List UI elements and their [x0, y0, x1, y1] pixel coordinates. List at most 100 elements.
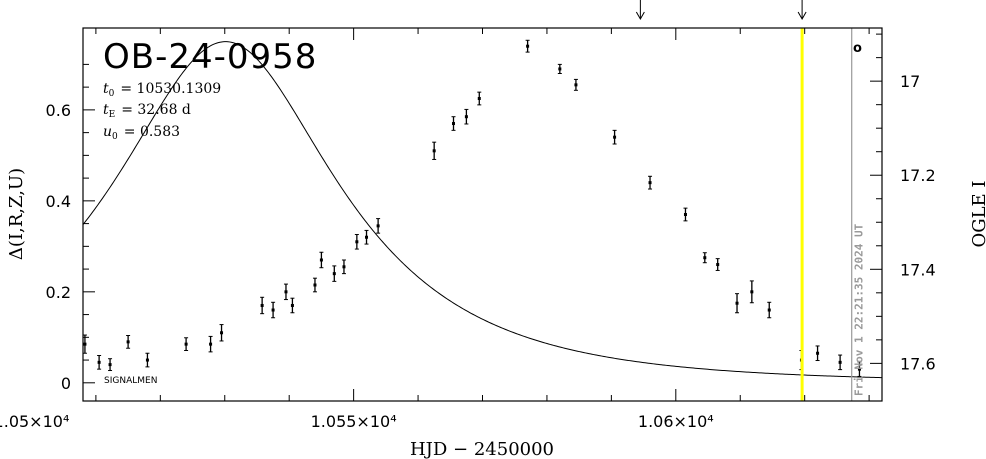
point-marker	[750, 290, 754, 294]
y-left-tick-label: 0.4	[46, 192, 71, 211]
point-marker	[290, 303, 294, 307]
markers-layer: Fri Nov 1 22:21:35 2024 UT	[635, 0, 866, 401]
point-marker	[613, 135, 617, 139]
y-axis-right-title: OGLE I	[969, 180, 986, 247]
point-marker	[558, 67, 562, 71]
point-marker	[767, 308, 771, 312]
point-marker	[452, 122, 456, 126]
data-point	[683, 207, 688, 222]
point-marker	[432, 149, 436, 153]
param-te-sub: E	[109, 110, 116, 120]
data-point	[354, 234, 359, 250]
data-point	[838, 354, 843, 371]
point-marker	[184, 342, 188, 346]
point-marker	[716, 263, 720, 267]
param-te-value: = 32.68 d	[121, 102, 191, 118]
y-right-tick-label: 17.6	[900, 354, 936, 373]
parameter-block: t0 = 10530.1309 tE = 32.68 d u0 = 0.583	[103, 81, 221, 142]
y-axis-left-title: Δ(I,R,Z,U)	[6, 168, 27, 260]
x-axis-title: HJD − 2450000	[410, 439, 554, 459]
plot-frame	[82, 27, 883, 402]
point-marker	[477, 97, 481, 101]
point-marker	[574, 83, 578, 87]
arrow-head	[797, 11, 807, 21]
y-right-tick-label: 17.4	[900, 260, 936, 279]
data-point	[219, 324, 224, 342]
data-point	[271, 301, 276, 319]
down-arrow-icon	[797, 0, 807, 21]
data-point	[145, 352, 150, 368]
y-right-tick-label: 17	[900, 72, 920, 91]
point-marker	[365, 235, 369, 239]
point-marker	[342, 265, 346, 269]
param-t0-value: = 10530.1309	[120, 81, 221, 97]
param-t0-symbol: t	[103, 81, 109, 97]
data-point	[341, 259, 346, 275]
data-point	[451, 116, 456, 131]
param-u0-sub: 0	[112, 132, 118, 142]
point-marker	[83, 342, 87, 346]
data-point	[376, 218, 381, 234]
data-point	[290, 297, 295, 314]
point-marker	[220, 331, 224, 335]
data-point	[557, 63, 562, 74]
data-point	[97, 355, 102, 370]
data-point	[312, 277, 317, 293]
data-point	[283, 283, 288, 301]
point-marker	[126, 340, 130, 344]
param-u0-symbol: u	[103, 124, 112, 140]
point-marker	[332, 272, 336, 276]
param-te-symbol: t	[103, 102, 109, 118]
data-point	[749, 280, 754, 304]
point-marker	[683, 213, 687, 216]
data-point	[208, 335, 213, 353]
point-marker	[284, 290, 288, 294]
down-arrow-icon	[635, 0, 645, 21]
point-marker	[464, 115, 468, 119]
point-marker	[816, 351, 820, 355]
point-marker	[271, 308, 275, 312]
points-layer	[82, 39, 862, 377]
data-point	[332, 265, 337, 282]
data-point	[477, 91, 482, 106]
y-left-tick-label: 0.6	[46, 101, 71, 120]
param-u0: u0 = 0.583	[103, 124, 180, 142]
timestamp-label: Fri Nov 1 22:21:35 2024 UT	[853, 223, 866, 396]
data-point	[364, 229, 369, 245]
signalmen-label: SIGNALMEN	[104, 376, 157, 386]
data-point	[126, 334, 131, 349]
x-tick-label: 1.06×10⁴	[638, 412, 714, 431]
data-point	[815, 345, 820, 362]
data-point	[432, 141, 437, 160]
y-left-tick-label: 0	[61, 374, 71, 393]
data-point	[702, 252, 707, 264]
point-marker	[209, 342, 213, 346]
param-te: tE = 32.68 d	[103, 102, 191, 120]
data-point	[573, 78, 578, 91]
data-point	[857, 361, 862, 377]
data-point	[648, 175, 653, 190]
point-marker	[108, 363, 112, 367]
data-point	[108, 358, 113, 372]
data-point	[525, 39, 530, 53]
x-tick-label: 1.05×10⁴	[0, 412, 69, 431]
data-point	[184, 337, 189, 352]
data-point	[735, 293, 740, 314]
corner-symbol: o	[853, 41, 862, 56]
point-marker	[376, 224, 380, 228]
point-marker	[703, 256, 707, 260]
data-point	[767, 301, 772, 319]
arrow-head	[635, 11, 645, 21]
point-marker	[313, 283, 317, 287]
model-layer	[82, 41, 883, 379]
data-point	[260, 296, 265, 315]
param-t0-sub: 0	[109, 89, 115, 99]
y-right-tick-label: 17.2	[900, 166, 936, 185]
point-marker	[355, 240, 359, 244]
data-point	[319, 251, 324, 269]
chart-title: OB-24-0958	[103, 37, 317, 77]
point-marker	[97, 360, 101, 364]
point-marker	[526, 44, 530, 48]
point-marker	[857, 367, 861, 371]
